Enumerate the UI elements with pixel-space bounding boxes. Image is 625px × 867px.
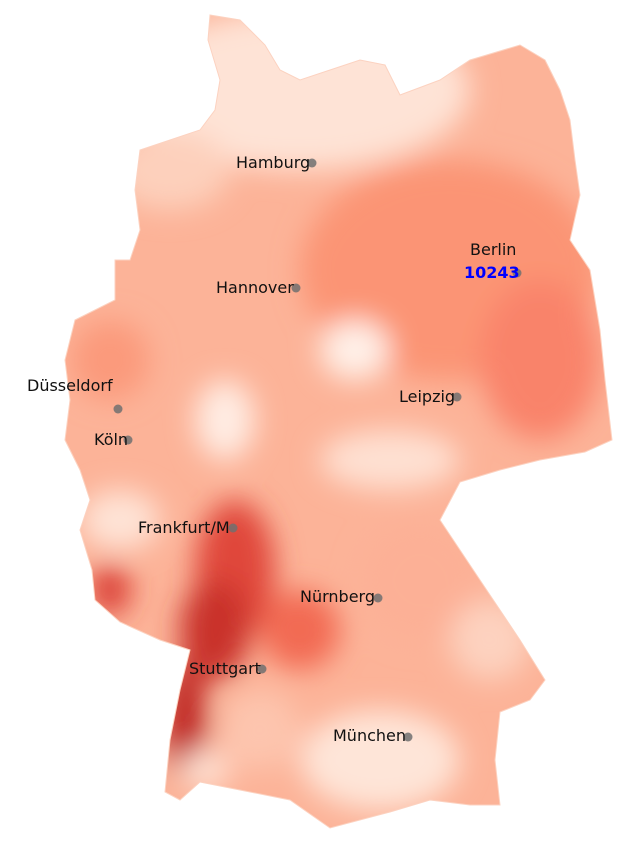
city-markers	[113, 158, 522, 742]
marker-nuernberg	[373, 593, 383, 603]
marker-duesseldorf	[113, 404, 123, 414]
marker-hamburg	[307, 158, 317, 168]
highlight-postcode-label: 10243	[464, 263, 520, 282]
city-label-duesseldorf: Düsseldorf	[27, 376, 113, 395]
marker-leipzig	[452, 392, 462, 402]
city-label-koeln: Köln	[94, 430, 129, 449]
city-label-hannover: Hannover	[216, 278, 294, 297]
city-label-muenchen: München	[333, 726, 407, 745]
city-label-frankfurt: Frankfurt/M	[138, 518, 230, 537]
marker-hannover	[291, 283, 301, 293]
city-label-berlin: Berlin	[470, 240, 517, 259]
city-label-nuernberg: Nürnberg	[300, 587, 375, 606]
marker-koeln	[123, 435, 133, 445]
marker-frankfurt	[228, 523, 238, 533]
city-label-leipzig: Leipzig	[399, 387, 456, 406]
marker-muenchen	[403, 732, 413, 742]
city-label-stuttgart: Stuttgart	[189, 659, 261, 678]
city-label-hamburg: Hamburg	[236, 153, 311, 172]
marker-stuttgart	[257, 664, 267, 674]
marker-berlin	[512, 268, 522, 278]
